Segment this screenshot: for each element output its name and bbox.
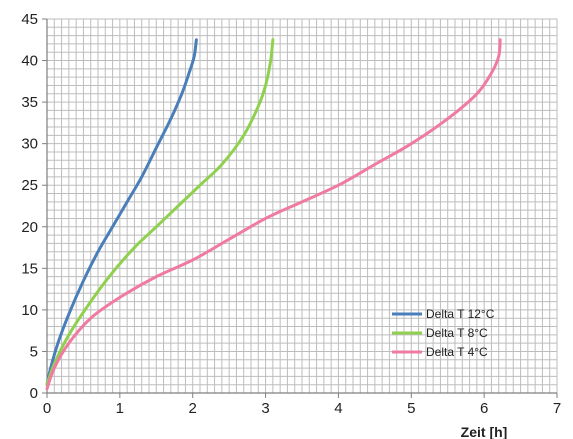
x-tick-label: 4	[334, 400, 342, 417]
x-tick-labels: 0 1 2 3 4 5 6 7	[43, 400, 561, 417]
axes	[42, 18, 558, 398]
y-tick-label: 40	[21, 53, 38, 70]
x-axis-title: Zeit [h]	[461, 424, 508, 439]
y-tick-label: 25	[21, 177, 38, 194]
x-tick-label: 3	[261, 400, 269, 417]
y-tick-labels: 0 5 10 15 20 25 30 35 40 45	[21, 11, 38, 402]
y-tick-label: 0	[30, 385, 38, 402]
y-tick-label: 20	[21, 219, 38, 236]
x-tick-label: 5	[407, 400, 415, 417]
legend-label: Delta T 4°C	[426, 345, 488, 359]
series-lines	[45, 38, 502, 391]
y-tick-label: 35	[21, 94, 38, 111]
legend: Delta T 12°C Delta T 8°C Delta T 4°C	[392, 307, 495, 359]
series-line-2	[45, 38, 275, 387]
y-tick-label: 45	[21, 11, 38, 28]
x-tick-label: 0	[43, 400, 51, 417]
y-tick-label: 5	[30, 343, 38, 360]
series-line-1	[45, 38, 198, 387]
y-tick-label: 10	[21, 302, 38, 319]
y-tick-label: 30	[21, 136, 38, 153]
x-tick-label: 6	[480, 400, 488, 417]
y-tick-label: 15	[21, 260, 38, 277]
x-tick-label: 2	[189, 400, 197, 417]
legend-label: Delta T 8°C	[426, 326, 488, 340]
x-tick-label: 1	[116, 400, 124, 417]
x-tick-label: 7	[553, 400, 561, 417]
series-line-3	[45, 38, 502, 391]
legend-label: Delta T 12°C	[426, 307, 495, 321]
